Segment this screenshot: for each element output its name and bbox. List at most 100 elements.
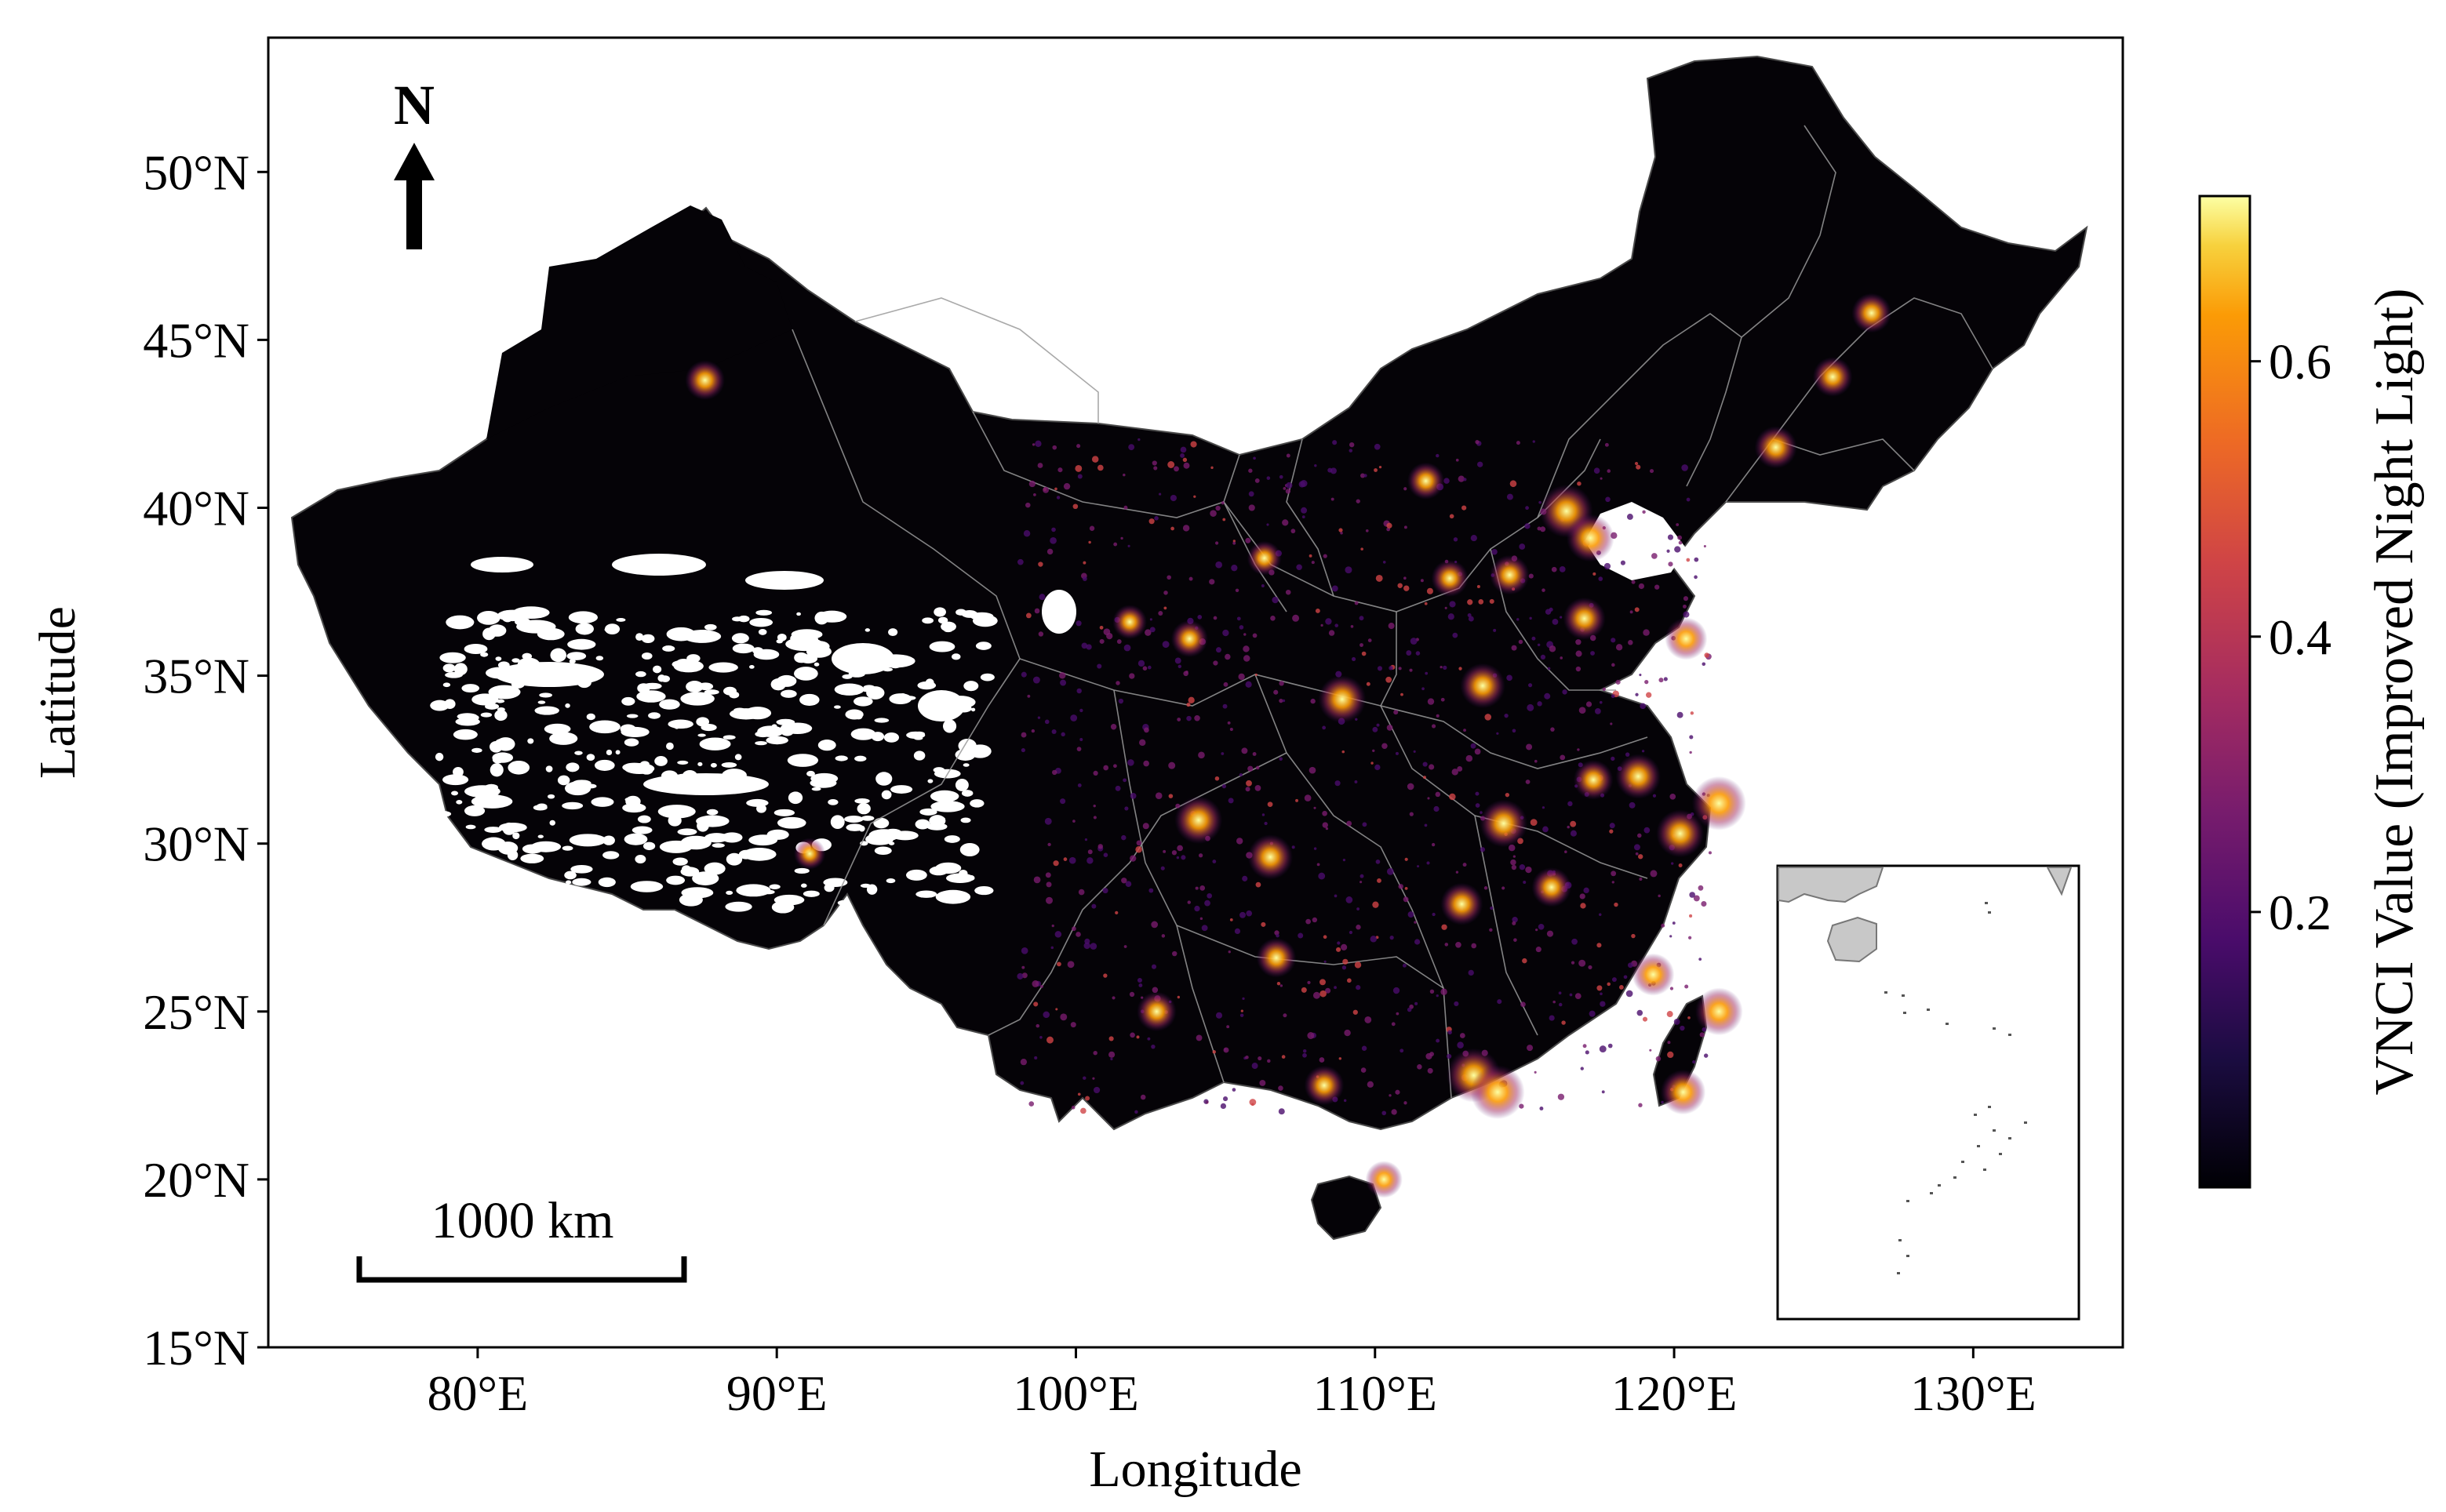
light-speck: [1037, 463, 1043, 468]
light-speck: [1043, 486, 1050, 493]
plateau-speck: [516, 871, 526, 876]
plateau-white-gap: [494, 662, 604, 687]
light-speck: [1020, 1081, 1025, 1085]
light-speck: [1070, 1022, 1076, 1028]
light-speck: [1292, 614, 1300, 622]
light-speck: [1540, 526, 1546, 532]
light-speck: [1255, 881, 1261, 888]
inset-frame: [1776, 864, 2080, 1321]
plateau-speck: [697, 820, 709, 832]
light-speck: [1651, 553, 1658, 559]
plateau-speck: [677, 828, 697, 836]
light-speck: [1351, 656, 1356, 662]
plateau-speck: [595, 656, 604, 661]
light-speck: [1021, 965, 1025, 969]
plateau-speck: [889, 693, 912, 704]
light-speck: [1427, 698, 1435, 705]
light-speck: [1338, 1057, 1342, 1060]
plateau-speck: [547, 794, 555, 799]
scale-bar: 1000 km: [356, 1192, 687, 1283]
light-speck: [1137, 438, 1141, 442]
light-speck: [1561, 1020, 1566, 1025]
light-speck: [1342, 859, 1346, 862]
plateau-speck: [562, 845, 573, 851]
light-speck: [1137, 977, 1142, 983]
plateau-speck: [507, 849, 519, 861]
light-speck: [1381, 743, 1388, 750]
light-speck: [1352, 1009, 1358, 1015]
plateau-speck: [512, 832, 520, 840]
light-speck: [1229, 728, 1233, 732]
light-speck: [1526, 743, 1533, 751]
scale-bar-line: [356, 1256, 687, 1283]
light-speck: [1028, 480, 1036, 488]
inset-island: [1985, 902, 1988, 904]
plateau-speck: [692, 871, 719, 885]
light-speck: [1634, 461, 1639, 466]
light-speck: [1359, 881, 1363, 884]
light-speck: [1415, 651, 1421, 656]
light-speck: [1638, 1103, 1643, 1107]
light-speck: [1323, 960, 1327, 963]
plateau-speck: [636, 690, 666, 703]
light-speck: [1409, 668, 1413, 672]
light-speck: [1225, 653, 1231, 660]
light-speck: [1089, 525, 1095, 531]
light-speck: [1370, 761, 1374, 765]
light-speck: [1414, 939, 1421, 945]
light-speck: [1319, 979, 1326, 986]
light-speck: [1627, 962, 1633, 969]
light-speck: [1034, 608, 1040, 614]
light-speck: [1198, 853, 1203, 858]
light-speck: [1071, 1105, 1076, 1110]
light-speck: [1467, 613, 1472, 617]
light-speck: [1541, 588, 1545, 592]
light-speck: [1414, 1001, 1418, 1005]
plateau-speck: [972, 614, 998, 627]
light-speck: [1170, 494, 1178, 502]
light-speck: [1310, 698, 1316, 704]
light-speck: [1550, 727, 1555, 732]
light-speck: [1093, 1051, 1097, 1056]
plateau-speck: [657, 805, 696, 819]
light-speck: [1123, 945, 1127, 948]
plateau-speck: [952, 653, 961, 660]
light-speck: [1480, 811, 1483, 814]
light-speck: [1242, 997, 1245, 1000]
plateau-speck: [606, 749, 613, 756]
light-speck: [1537, 643, 1541, 647]
light-speck: [1689, 892, 1695, 898]
plateau-speck: [434, 898, 450, 909]
inset-island: [2008, 1034, 2011, 1036]
light-speck: [1279, 757, 1283, 761]
light-speck: [1252, 633, 1258, 638]
light-speck: [1309, 554, 1312, 558]
light-speck: [1124, 806, 1129, 811]
plateau-speck: [980, 673, 995, 681]
plateau-speck: [572, 878, 591, 886]
light-speck: [1170, 526, 1174, 531]
light-speck: [1388, 623, 1395, 630]
light-speck: [1167, 461, 1175, 468]
light-speck: [1063, 857, 1068, 861]
light-speck: [1381, 1110, 1387, 1116]
plateau-speck: [835, 755, 848, 761]
city-light: [1632, 953, 1675, 996]
plateau-speck: [602, 851, 620, 860]
y-tick-label: 30°N: [143, 816, 249, 872]
y-tick-label: 35°N: [143, 649, 249, 704]
light-speck: [1602, 687, 1606, 691]
light-speck: [1391, 1022, 1396, 1027]
light-speck: [1598, 576, 1603, 581]
light-speck: [1646, 692, 1652, 698]
light-speck: [1033, 492, 1036, 496]
light-speck: [1239, 1013, 1244, 1017]
light-speck: [1505, 792, 1510, 798]
light-speck: [1410, 638, 1418, 645]
light-speck: [1279, 698, 1283, 703]
plateau-speck: [771, 724, 777, 729]
light-speck: [1671, 862, 1674, 865]
light-speck: [1163, 849, 1167, 853]
light-speck: [1470, 534, 1477, 542]
plateau-speck: [913, 736, 923, 740]
